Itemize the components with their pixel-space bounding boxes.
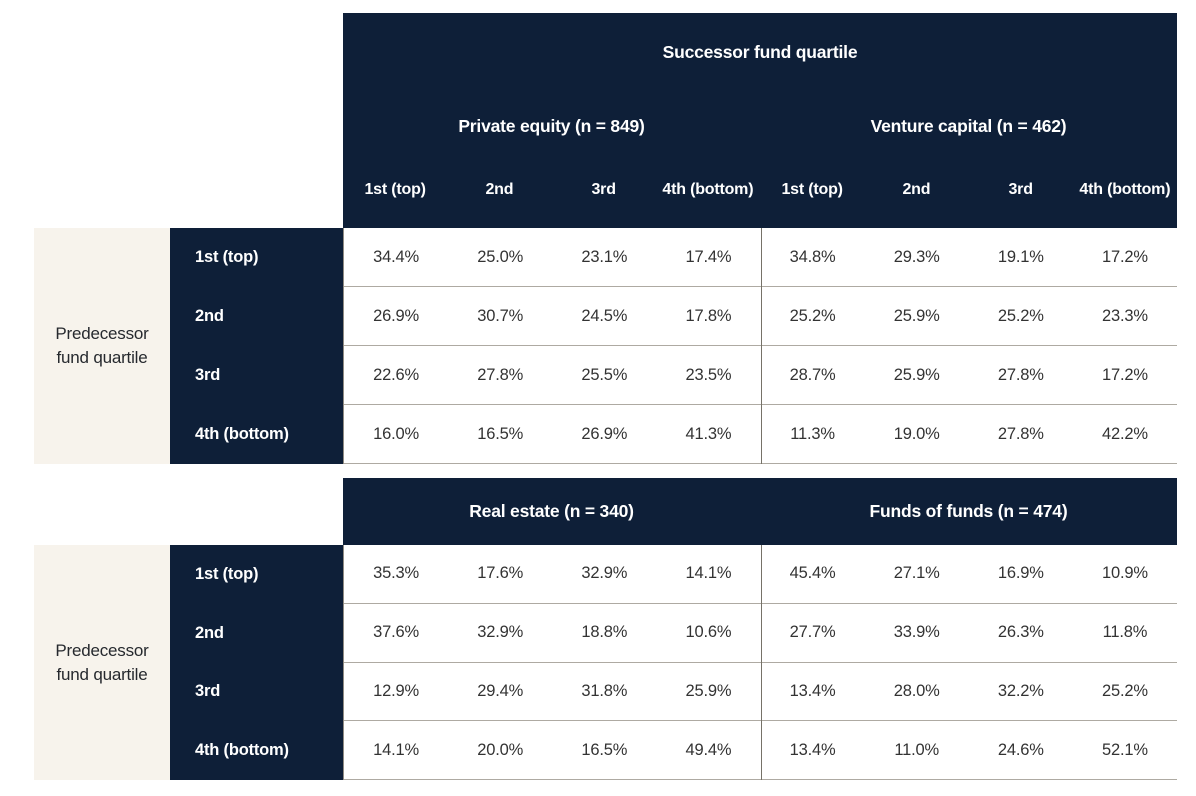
data-cell: 17.2% xyxy=(1102,365,1148,384)
data-cell: 25.2% xyxy=(1102,681,1148,700)
data-cell: 26.9% xyxy=(373,306,419,325)
column-header: 1st (top) xyxy=(364,181,426,199)
data-cell: 16.0% xyxy=(373,424,419,443)
table-row: 34.4% 25.0% 23.1% 17.4% 34.8% 29.3% 19.1% 17.2% xyxy=(344,228,1177,287)
data-cell: 35.3% xyxy=(373,564,419,583)
group-divider-line xyxy=(760,545,762,780)
data-cell: 27.1% xyxy=(893,564,940,583)
data-cell: 31.8% xyxy=(581,681,628,700)
data-cell: 27.8% xyxy=(477,365,524,384)
group-divider-line xyxy=(760,228,762,464)
data-cell: 17.2% xyxy=(1102,247,1148,266)
column-header-row: 1st (top) 2nd 3rd 4th (bottom) 1st (top) 2nd 3… xyxy=(343,161,1177,228)
row-label: 1st (top) xyxy=(195,248,259,266)
row-label: 4th (bottom) xyxy=(195,425,289,443)
data-cell: 28.7% xyxy=(789,365,836,384)
row-label-column-top: 1st (top) 2nd 3rd 4th (bottom) xyxy=(170,228,343,464)
data-cell: 52.1% xyxy=(1102,740,1148,759)
data-cell: 10.9% xyxy=(1102,564,1148,583)
data-cell: 10.6% xyxy=(685,623,732,642)
data-cell: 13.4% xyxy=(789,740,836,759)
column-header: 3rd xyxy=(591,181,616,199)
data-cell: 29.4% xyxy=(477,681,524,700)
data-cell: 17.8% xyxy=(685,306,732,325)
successor-axis-title: Successor fund quartile xyxy=(662,41,858,62)
data-cell: 23.5% xyxy=(685,365,732,384)
column-header: 1st (top) xyxy=(781,181,843,199)
column-header: 4th (bottom) xyxy=(1079,181,1171,199)
data-cell: 32.2% xyxy=(997,681,1044,700)
data-cell: 20.0% xyxy=(477,740,524,759)
data-cell: 45.4% xyxy=(789,564,836,583)
data-cell: 34.8% xyxy=(789,247,836,266)
data-cell: 26.3% xyxy=(997,623,1044,642)
column-header: 4th (bottom) xyxy=(662,181,754,199)
data-cell: 33.9% xyxy=(893,623,940,642)
group-label-venture-capital: Venture capital (n = 462) xyxy=(870,115,1067,136)
row-label: 3rd xyxy=(195,366,221,384)
data-cell: 23.1% xyxy=(581,247,628,266)
column-header: 2nd xyxy=(902,181,931,199)
data-cell: 30.7% xyxy=(477,306,524,325)
data-cell: 26.9% xyxy=(581,424,628,443)
data-cell: 42.2% xyxy=(1102,424,1148,443)
data-cell: 11.3% xyxy=(790,424,835,443)
data-cell: 19.1% xyxy=(997,247,1044,266)
predecessor-axis-label-bottom: Predecessor fund quartile xyxy=(34,545,170,780)
column-header: 2nd xyxy=(485,181,514,199)
data-cell: 24.6% xyxy=(997,740,1044,759)
column-header: 3rd xyxy=(1008,181,1033,199)
data-grid-bottom: 35.3% 17.6% 32.9% 14.1% 45.4% 27.1% 16.9% 10.9%… xyxy=(343,545,1177,780)
row-label: 1st (top) xyxy=(195,564,259,583)
group-label-funds-of-funds: Funds of funds (n = 474) xyxy=(869,501,1068,521)
data-cell: 49.4% xyxy=(685,740,732,759)
row-label: 3rd xyxy=(195,682,221,701)
data-cell: 37.6% xyxy=(373,623,419,642)
data-cell: 41.3% xyxy=(685,424,732,443)
data-cell: 25.2% xyxy=(997,306,1044,325)
data-cell: 25.2% xyxy=(789,306,836,325)
data-cell: 24.5% xyxy=(581,306,628,325)
top-group-labels: Private equity (n = 849) Venture capital… xyxy=(343,91,1177,161)
data-cell: 14.1% xyxy=(373,740,419,759)
row-label: 2nd xyxy=(195,623,224,642)
data-cell: 32.9% xyxy=(477,623,524,642)
data-cell: 27.8% xyxy=(997,424,1044,443)
data-cell: 11.8% xyxy=(1102,623,1148,642)
data-cell: 32.9% xyxy=(581,564,628,583)
data-cell: 25.5% xyxy=(581,365,628,384)
data-cell: 12.9% xyxy=(373,681,419,700)
data-cell: 17.4% xyxy=(685,247,732,266)
data-cell: 16.9% xyxy=(997,564,1044,583)
data-cell: 27.8% xyxy=(997,365,1044,384)
row-label: 4th (bottom) xyxy=(195,741,289,760)
group-label-private-equity: Private equity (n = 849) xyxy=(458,115,645,136)
data-cell: 25.9% xyxy=(893,306,940,325)
data-cell: 27.7% xyxy=(789,623,836,642)
bottom-header-block: Real estate (n = 340) Funds of funds (n … xyxy=(343,478,1177,545)
data-cell: 13.4% xyxy=(789,681,836,700)
data-cell: 11.0% xyxy=(894,740,939,759)
data-grid-top: 34.4% 25.0% 23.1% 17.4% 34.8% 29.3% 19.1% 17.2%… xyxy=(343,228,1177,464)
data-cell: 18.8% xyxy=(581,623,628,642)
row-label: 2nd xyxy=(195,307,224,325)
data-cell: 29.3% xyxy=(893,247,940,266)
data-cell: 23.3% xyxy=(1102,306,1148,325)
row-label-column-bottom: 1st (top) 2nd 3rd 4th (bottom) xyxy=(170,545,343,780)
data-cell: 28.0% xyxy=(893,681,940,700)
data-cell: 22.6% xyxy=(373,365,419,384)
predecessor-axis-label-top: Predecessor fund quartile xyxy=(34,228,170,464)
group-label-real-estate: Real estate (n = 340) xyxy=(469,501,634,521)
data-cell: 16.5% xyxy=(581,740,628,759)
data-cell: 16.5% xyxy=(477,424,524,443)
successor-header-block: Successor fund quartile Private equity (… xyxy=(343,13,1177,228)
data-cell: 25.9% xyxy=(893,365,940,384)
data-cell: 17.6% xyxy=(477,564,524,583)
data-cell: 25.9% xyxy=(685,681,732,700)
data-cell: 25.0% xyxy=(477,247,524,266)
data-cell: 19.0% xyxy=(893,424,940,443)
data-cell: 34.4% xyxy=(373,247,419,266)
data-cell: 14.1% xyxy=(685,564,732,583)
